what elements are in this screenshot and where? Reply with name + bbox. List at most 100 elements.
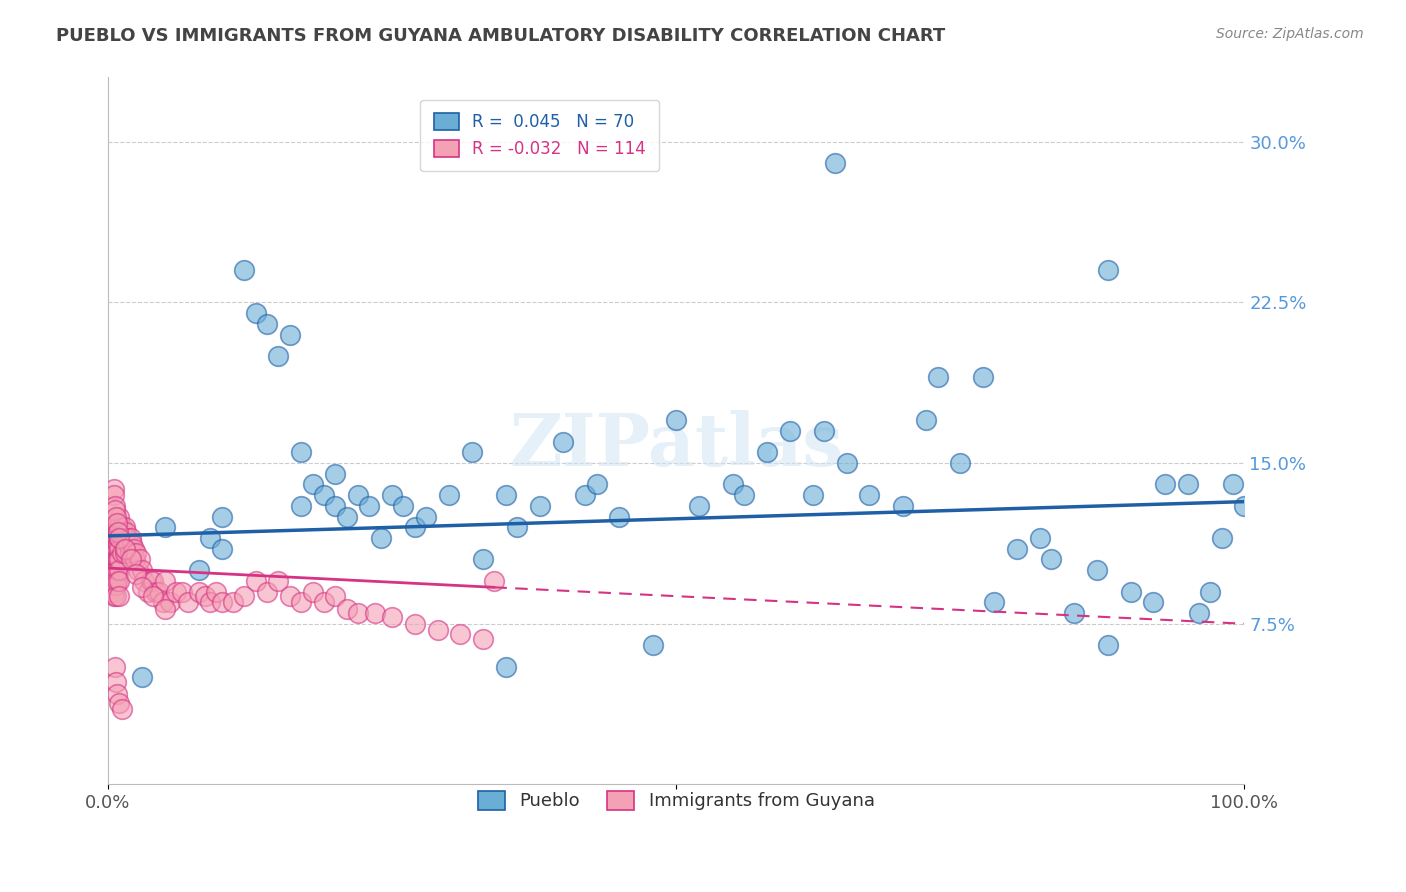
Immigrants from Guyana (124, 552, 146, 566)
Immigrants from Guyana (122, 541, 145, 556)
Immigrants from Guyana (103, 589, 125, 603)
Immigrants from Guyana (104, 499, 127, 513)
Pueblo (927, 370, 949, 384)
Pueblo (983, 595, 1005, 609)
Immigrants from Guyana (103, 488, 125, 502)
Immigrants from Guyana (200, 595, 222, 609)
Immigrants from Guyana (108, 552, 131, 566)
Pueblo (1188, 606, 1211, 620)
Pueblo (200, 531, 222, 545)
Immigrants from Guyana (114, 531, 136, 545)
Pueblo (824, 156, 846, 170)
Immigrants from Guyana (211, 595, 233, 609)
Pueblo (733, 488, 755, 502)
Immigrants from Guyana (170, 584, 193, 599)
Immigrants from Guyana (128, 552, 150, 566)
Immigrants from Guyana (114, 520, 136, 534)
Immigrants from Guyana (104, 546, 127, 560)
Pueblo (495, 659, 517, 673)
Immigrants from Guyana (108, 563, 131, 577)
Immigrants from Guyana (347, 606, 370, 620)
Immigrants from Guyana (121, 537, 143, 551)
Immigrants from Guyana (104, 563, 127, 577)
Immigrants from Guyana (256, 584, 278, 599)
Immigrants from Guyana (245, 574, 267, 588)
Immigrants from Guyana (103, 482, 125, 496)
Pueblo (153, 520, 176, 534)
Pueblo (688, 499, 710, 513)
Immigrants from Guyana (103, 546, 125, 560)
Immigrants from Guyana (107, 524, 129, 539)
Pueblo (893, 499, 915, 513)
Immigrants from Guyana (125, 546, 148, 560)
Immigrants from Guyana (449, 627, 471, 641)
Immigrants from Guyana (108, 520, 131, 534)
Immigrants from Guyana (312, 595, 335, 609)
Pueblo (551, 434, 574, 449)
Immigrants from Guyana (290, 595, 312, 609)
Pueblo (756, 445, 779, 459)
Immigrants from Guyana (114, 541, 136, 556)
Immigrants from Guyana (108, 574, 131, 588)
Pueblo (1233, 499, 1256, 513)
Pueblo (1040, 552, 1063, 566)
Immigrants from Guyana (381, 610, 404, 624)
Pueblo (323, 499, 346, 513)
Immigrants from Guyana (222, 595, 245, 609)
Immigrants from Guyana (136, 584, 159, 599)
Immigrants from Guyana (404, 616, 426, 631)
Immigrants from Guyana (115, 541, 138, 556)
Immigrants from Guyana (103, 574, 125, 588)
Immigrants from Guyana (103, 557, 125, 571)
Pueblo (574, 488, 596, 502)
Immigrants from Guyana (104, 589, 127, 603)
Pueblo (278, 327, 301, 342)
Immigrants from Guyana (108, 541, 131, 556)
Pueblo (949, 456, 972, 470)
Immigrants from Guyana (301, 584, 323, 599)
Immigrants from Guyana (233, 589, 256, 603)
Pueblo (1177, 477, 1199, 491)
Text: Source: ZipAtlas.com: Source: ZipAtlas.com (1216, 27, 1364, 41)
Pueblo (1063, 606, 1085, 620)
Immigrants from Guyana (107, 524, 129, 539)
Pueblo (1097, 638, 1119, 652)
Pueblo (381, 488, 404, 502)
Immigrants from Guyana (111, 546, 134, 560)
Immigrants from Guyana (118, 546, 141, 560)
Immigrants from Guyana (103, 584, 125, 599)
Legend: Pueblo, Immigrants from Guyana: Pueblo, Immigrants from Guyana (464, 777, 889, 825)
Immigrants from Guyana (105, 574, 128, 588)
Pueblo (415, 509, 437, 524)
Immigrants from Guyana (112, 531, 135, 545)
Pueblo (1005, 541, 1028, 556)
Pueblo (290, 445, 312, 459)
Pueblo (858, 488, 880, 502)
Pueblo (1142, 595, 1164, 609)
Pueblo (506, 520, 529, 534)
Immigrants from Guyana (108, 531, 131, 545)
Pueblo (915, 413, 938, 427)
Immigrants from Guyana (267, 574, 290, 588)
Immigrants from Guyana (153, 601, 176, 615)
Immigrants from Guyana (117, 537, 139, 551)
Pueblo (529, 499, 551, 513)
Immigrants from Guyana (108, 589, 131, 603)
Immigrants from Guyana (159, 595, 181, 609)
Pueblo (290, 499, 312, 513)
Immigrants from Guyana (105, 520, 128, 534)
Pueblo (472, 552, 495, 566)
Pueblo (801, 488, 824, 502)
Immigrants from Guyana (105, 516, 128, 530)
Immigrants from Guyana (364, 606, 387, 620)
Immigrants from Guyana (103, 531, 125, 545)
Immigrants from Guyana (114, 546, 136, 560)
Immigrants from Guyana (336, 601, 359, 615)
Pueblo (233, 263, 256, 277)
Immigrants from Guyana (484, 574, 506, 588)
Pueblo (972, 370, 994, 384)
Immigrants from Guyana (142, 589, 165, 603)
Immigrants from Guyana (103, 552, 125, 566)
Immigrants from Guyana (117, 531, 139, 545)
Immigrants from Guyana (323, 589, 346, 603)
